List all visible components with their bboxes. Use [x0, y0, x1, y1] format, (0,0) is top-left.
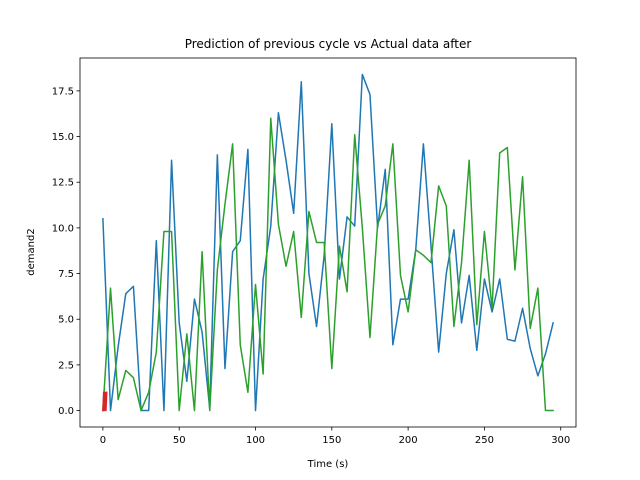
y-tick-label: 12.5 — [52, 178, 74, 189]
x-tick-label: 100 — [246, 435, 265, 446]
y-tick-label: 10.0 — [52, 223, 74, 234]
x-axis: 0 50 100 150 200 250 300 — [100, 427, 570, 446]
x-tick-label: 250 — [475, 435, 494, 446]
y-tick-label: 15.0 — [52, 132, 74, 143]
x-tick-label: 200 — [399, 435, 418, 446]
y-tick-label: 7.5 — [58, 269, 74, 280]
y-tick-label: 17.5 — [52, 86, 74, 97]
series-layer — [102, 73, 555, 412]
y-axis-label: demand2 — [26, 228, 37, 275]
series-line-1 — [102, 73, 555, 412]
y-tick-label: 0.0 — [58, 406, 74, 417]
y-tick-label: 5.0 — [58, 315, 74, 326]
series-line-3 — [102, 391, 108, 412]
x-axis-label: Time (s) — [307, 459, 349, 470]
y-tick-label: 2.5 — [58, 360, 74, 371]
x-tick-label: 0 — [100, 435, 106, 446]
y-axis: 0.0 2.5 5.0 7.5 10.0 12.5 15.0 17.5 — [52, 86, 80, 417]
chart-title: Prediction of previous cycle vs Actual d… — [185, 37, 472, 51]
axes-frame — [79, 57, 577, 428]
x-tick-label: 300 — [551, 435, 570, 446]
series-line-2 — [102, 117, 554, 412]
x-tick-label: 50 — [173, 435, 186, 446]
x-tick-label: 150 — [322, 435, 341, 446]
